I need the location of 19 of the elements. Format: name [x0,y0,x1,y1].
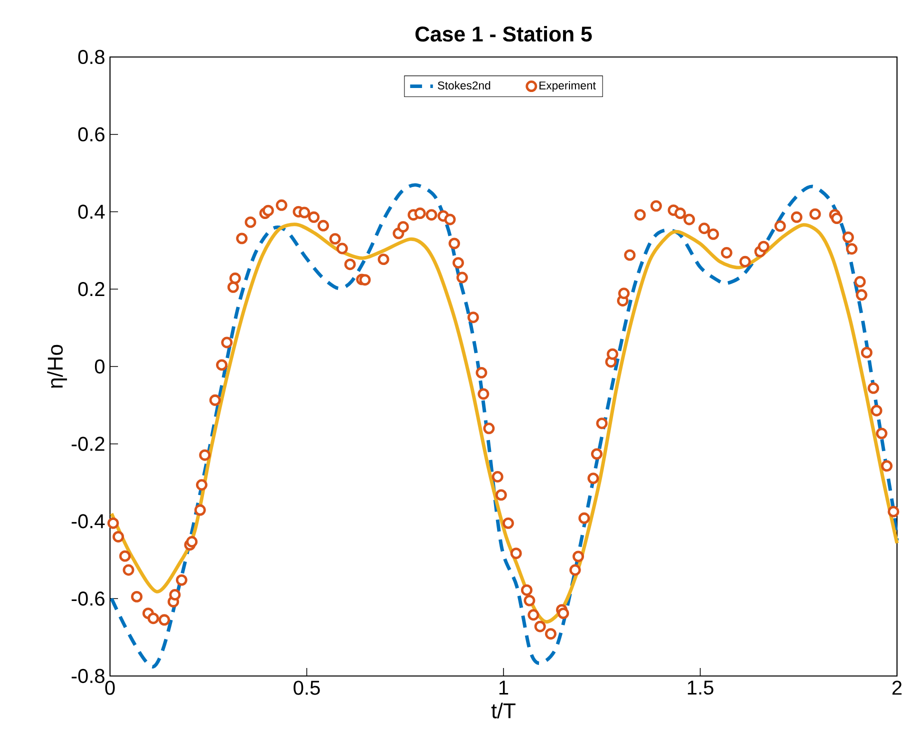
x-axis-title: t/T [491,702,516,718]
y-tick-label: -0.2 [72,436,104,451]
y-tick-label: 0.4 [78,204,105,219]
y-tick-label: 0.2 [78,282,104,296]
y-tick-label: 0.6 [78,127,104,142]
x-tick-label: 1.5 [688,680,714,695]
y-tick-label: 0 [94,359,104,374]
x-tick-label: 1 [499,680,508,694]
y-tick-label: -0.8 [72,668,104,684]
y-tick-label: -0.6 [72,592,104,606]
y-tick-label: 0.8 [78,50,104,64]
legend-label: Stokes2nd [438,81,490,90]
x-tick-label: 0.5 [294,680,320,695]
y-tick-label: -0.4 [72,514,105,528]
x-tick-label: 2 [892,680,902,695]
x-tick-label: 0 [105,680,115,695]
y-axis-title: η/Ho [47,344,68,388]
legend-label: Experiment [540,81,596,92]
chart-title: Case 1 - Station 5 [415,26,592,42]
